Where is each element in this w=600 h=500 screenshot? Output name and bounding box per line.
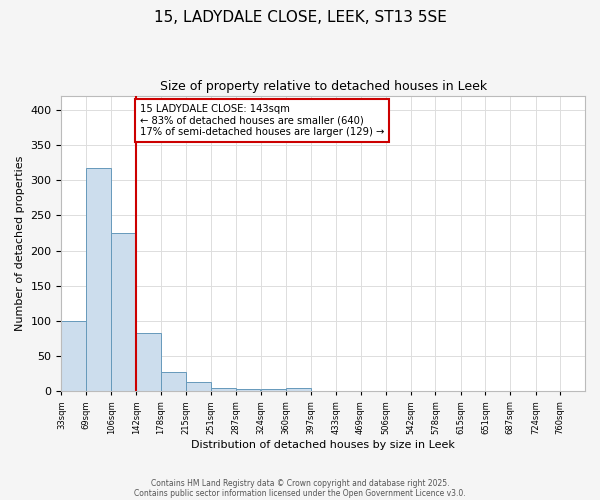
- Text: Contains HM Land Registry data © Crown copyright and database right 2025.: Contains HM Land Registry data © Crown c…: [151, 478, 449, 488]
- Bar: [61, 321, 86, 392]
- Bar: [186, 382, 211, 392]
- Title: Size of property relative to detached houses in Leek: Size of property relative to detached ho…: [160, 80, 487, 93]
- Bar: [286, 388, 311, 392]
- Bar: [161, 372, 185, 392]
- Text: Contains public sector information licensed under the Open Government Licence v3: Contains public sector information licen…: [134, 488, 466, 498]
- Bar: [136, 333, 161, 392]
- X-axis label: Distribution of detached houses by size in Leek: Distribution of detached houses by size …: [191, 440, 455, 450]
- Bar: [112, 233, 136, 392]
- Text: 15 LADYDALE CLOSE: 143sqm
← 83% of detached houses are smaller (640)
17% of semi: 15 LADYDALE CLOSE: 143sqm ← 83% of detac…: [140, 104, 384, 137]
- Text: 15, LADYDALE CLOSE, LEEK, ST13 5SE: 15, LADYDALE CLOSE, LEEK, ST13 5SE: [154, 10, 446, 25]
- Bar: [211, 388, 236, 392]
- Bar: [536, 390, 560, 392]
- Bar: [236, 388, 260, 392]
- Bar: [261, 388, 286, 392]
- Bar: [86, 168, 111, 392]
- Y-axis label: Number of detached properties: Number of detached properties: [15, 156, 25, 331]
